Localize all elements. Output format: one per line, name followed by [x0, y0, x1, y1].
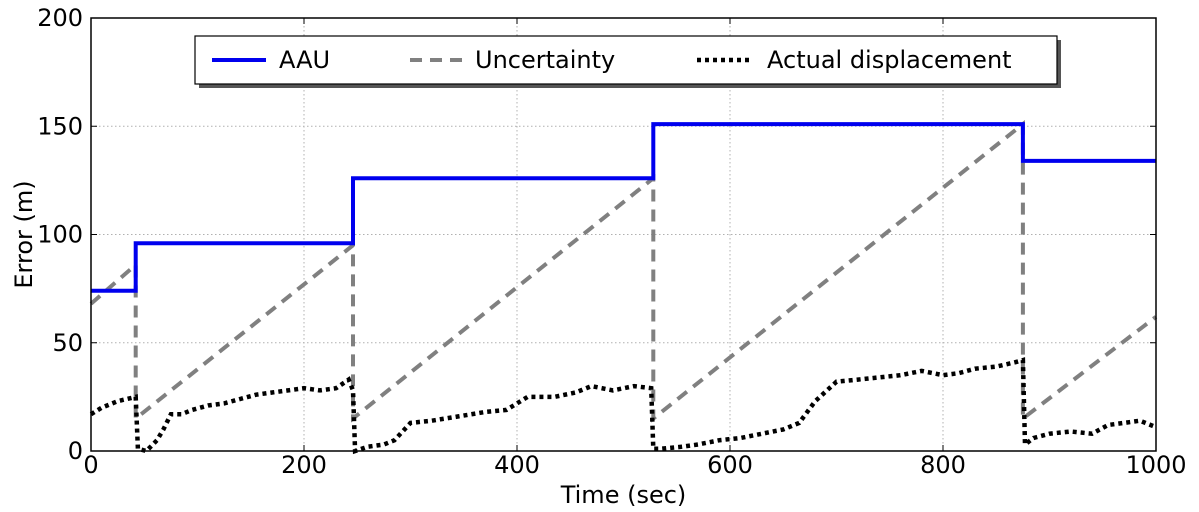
grid — [91, 18, 1156, 451]
series-line-aau — [91, 122, 1156, 293]
legend: AAU Uncertainty Actual displacement — [194, 35, 1061, 88]
legend-box — [194, 35, 1058, 85]
x-tick-label: 0 — [83, 451, 98, 479]
y-tick-label: 150 — [37, 112, 83, 140]
legend-entry-label: Actual displacement — [767, 46, 1012, 74]
y-tick-label: 50 — [52, 329, 83, 357]
y-tick-label: 100 — [37, 221, 83, 249]
series-line-actual-displacement — [89, 357, 1157, 455]
x-tick-label: 600 — [707, 451, 753, 479]
series-layer — [89, 119, 1158, 455]
y-axis-label: Error (m) — [10, 180, 38, 288]
x-tick-label: 400 — [494, 451, 540, 479]
x-axis-label: Time (sec) — [560, 481, 687, 509]
x-tick-label: 1000 — [1125, 451, 1186, 479]
x-tick-label: 200 — [281, 451, 327, 479]
x-tick-label: 800 — [920, 451, 966, 479]
y-tick-label: 0 — [68, 437, 83, 465]
legend-entry-label: Uncertainty — [475, 46, 615, 74]
series-line-uncertainty — [89, 119, 1158, 423]
y-tick-label: 200 — [37, 4, 83, 32]
ticks: 0 200 400 600 800 1000 0 50 100 150 200 — [37, 4, 1186, 479]
legend-entry-label: AAU — [279, 46, 330, 74]
